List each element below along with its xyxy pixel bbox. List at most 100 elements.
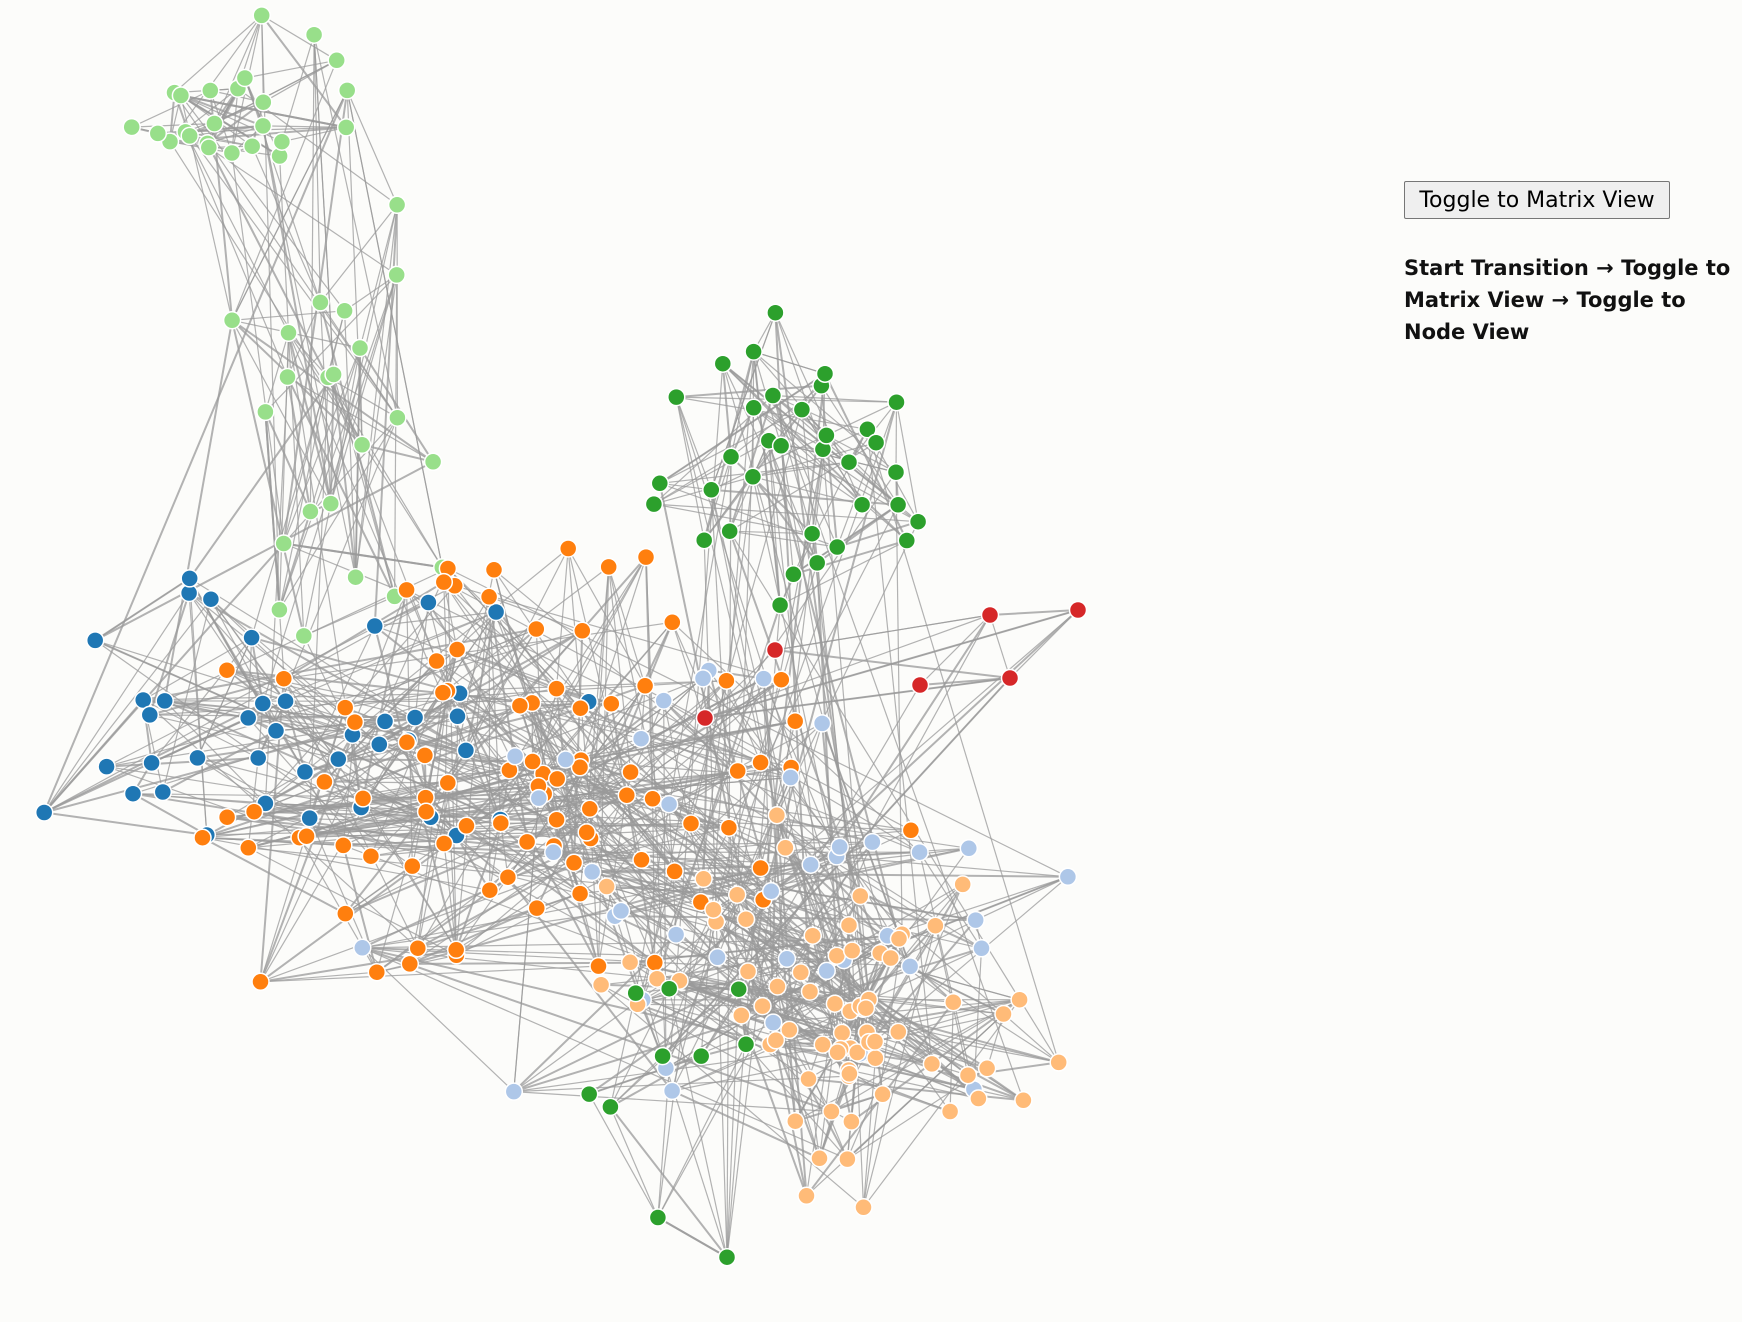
node [744,342,763,361]
node [858,420,877,439]
edge [897,1031,1024,1102]
node [571,698,590,718]
edge [251,145,321,303]
edge [553,556,647,847]
edge [600,984,864,1208]
node [479,587,499,607]
edge [149,677,285,716]
edge [862,925,936,1208]
edge [299,771,631,839]
edge [702,678,841,848]
node [335,301,354,321]
node [926,916,945,935]
edge [704,677,1011,719]
node [713,354,733,373]
edge [637,1003,951,1113]
edge [43,90,349,813]
edge [148,592,191,716]
node [242,136,262,156]
edge [259,596,490,983]
edge [662,677,1011,1057]
node [199,138,219,157]
node [361,846,381,866]
edge [164,700,266,804]
edge [609,988,670,1108]
edge [414,602,429,718]
edge [319,302,332,504]
nodes [34,6,1088,1267]
edge [658,483,808,1197]
edge [776,814,1060,1063]
edge [776,521,919,816]
node [620,953,640,972]
node [643,789,662,809]
edge [772,395,1024,1101]
node [900,957,920,976]
edge [447,556,647,784]
node [694,869,713,889]
edge [657,1216,728,1259]
edge [346,90,443,568]
edge [721,363,732,457]
edge [253,811,844,961]
node [123,784,143,803]
node [201,589,221,609]
node [484,560,504,580]
node [719,818,739,837]
node [866,1048,885,1068]
edge [329,374,335,504]
node [763,386,783,405]
node [278,367,297,387]
node [266,721,286,741]
node [276,691,295,711]
edge [185,101,264,133]
edge [745,918,1024,1101]
edge [895,402,919,522]
node [799,1069,818,1089]
network-graph [34,6,1088,1267]
edge [202,836,554,854]
node [295,762,315,782]
node [415,746,435,765]
node [803,926,822,945]
edge [263,59,337,103]
node [922,1054,942,1074]
node [405,708,425,727]
node [336,904,355,923]
node [270,600,289,620]
edge [309,347,361,512]
node [352,435,372,455]
node [388,408,407,427]
node [34,803,54,822]
node [889,929,909,949]
node [666,925,686,944]
node [653,1046,672,1066]
edge [703,540,728,1258]
node [865,1032,885,1051]
edge [874,1041,933,1065]
edge [653,440,770,505]
node [728,761,747,781]
edge [142,637,252,701]
node [648,1208,668,1227]
node [577,823,596,842]
edge [836,855,982,949]
edge [806,1013,1004,1197]
edge [264,332,290,413]
node [650,474,670,493]
node [659,979,679,998]
edge [895,472,903,935]
edge [264,411,281,610]
edge [443,581,912,831]
edge [285,611,497,702]
edge [862,1058,876,1208]
node [85,631,105,650]
node [766,303,785,322]
node [335,698,355,717]
toggle-view-button[interactable]: Toggle to Matrix View [1404,181,1670,219]
edge [362,947,848,1160]
node [717,1247,737,1267]
node [272,132,292,151]
node [510,696,530,715]
edge [609,1106,728,1258]
